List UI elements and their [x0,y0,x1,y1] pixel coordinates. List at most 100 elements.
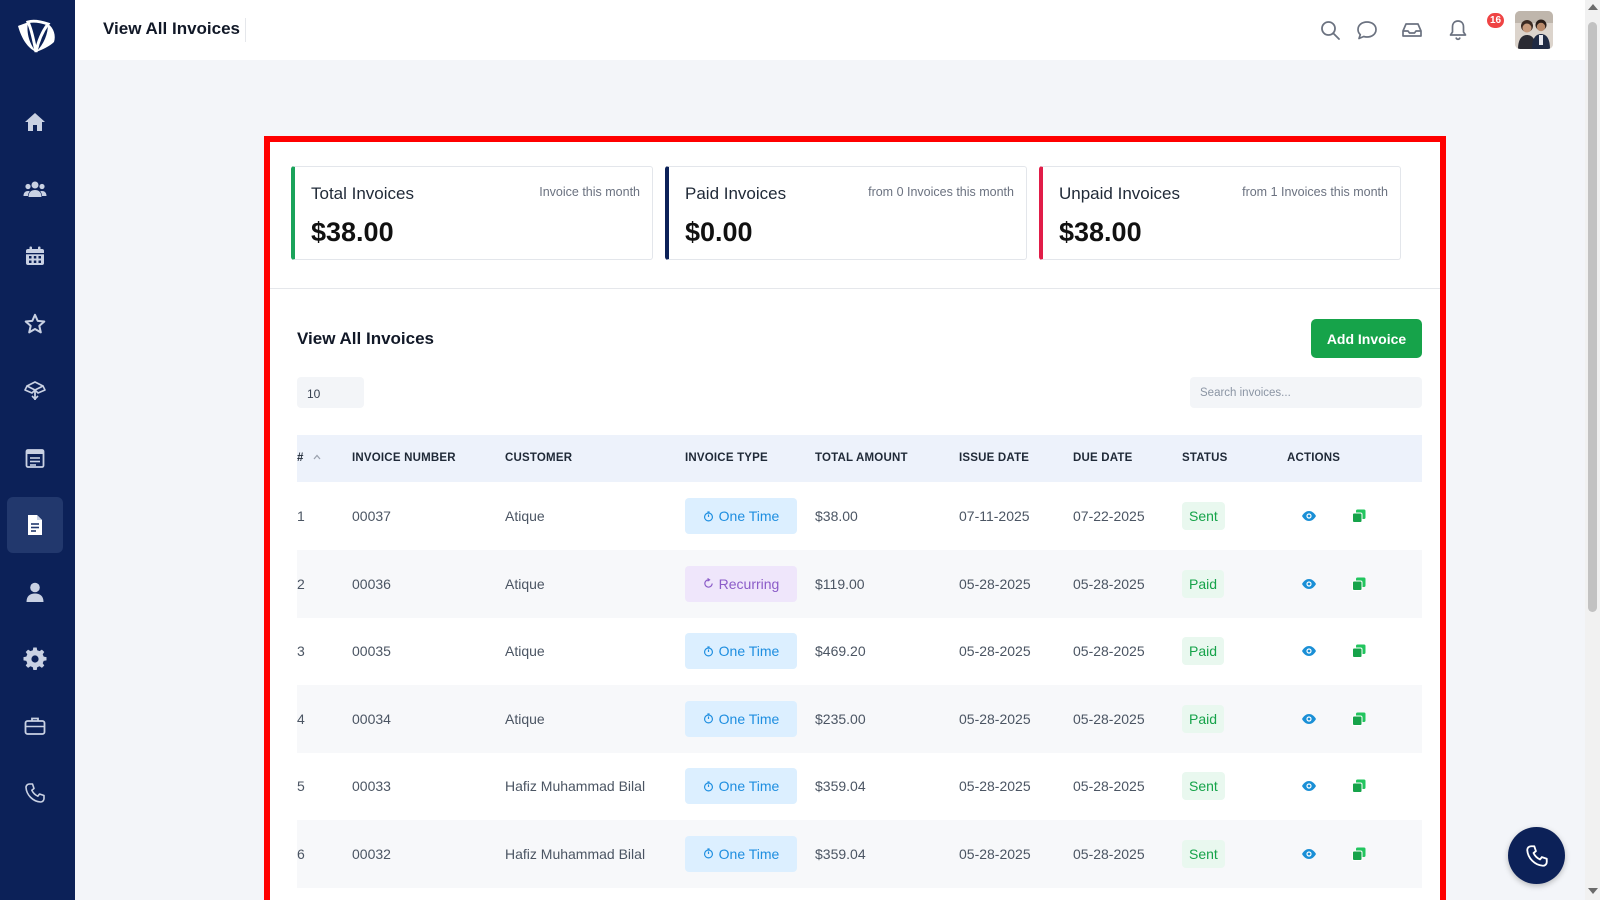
eye-icon [1301,713,1317,731]
call-button[interactable] [1508,827,1565,884]
row-number: 2 [297,575,305,592]
view-invoice-button[interactable] [1301,778,1317,794]
duplicate-invoice-button[interactable] [1351,508,1367,524]
stopwatch-icon [703,713,714,724]
view-invoice-button[interactable] [1301,576,1317,592]
status-badge: Paid [1182,704,1225,733]
stat-card-total: Total Invoices Invoice this month $38.00 [291,166,653,260]
status-badge: Sent [1182,839,1225,868]
issue-date: 05-28-2025 [959,643,1031,659]
duplicate-invoice-button[interactable] [1351,643,1367,659]
nav-users[interactable] [7,161,63,217]
copy-icon [1351,847,1367,866]
total-amount: $359.04 [815,845,866,862]
stopwatch-icon [703,848,714,859]
user-icon [26,582,44,602]
issue-date: 05-28-2025 [959,845,1031,862]
stat-value: $38.00 [311,217,394,247]
nav-home[interactable] [7,94,63,150]
copy-icon [1351,509,1367,528]
table-row[interactable]: 2 00036 Atique Recurring $119.00 05-28-2025 05… [297,549,1422,618]
user-avatar[interactable] [1515,11,1553,49]
customer-name: Hafiz Muhammad Bilal [505,778,646,794]
nav-jobs[interactable] [7,698,63,754]
duplicate-invoice-button[interactable] [1351,778,1367,794]
column-header-status[interactable]: STATUS [1182,452,1228,464]
due-date: 05-28-2025 [1073,710,1145,727]
total-amount: $235.00 [815,710,866,727]
customer-name: Atique [505,643,545,659]
table-row[interactable]: 6 00032 Hafiz Muhammad Bilal One Time $359.0… [297,819,1422,888]
duplicate-invoice-button[interactable] [1351,576,1367,592]
search-button[interactable] [1318,18,1342,42]
recurring-icon [703,578,714,589]
row-number: 3 [297,643,305,659]
table-row[interactable]: 4 00034 Atique One Time $235.00 05-28-2025 05-… [297,684,1422,753]
customer-name: Atique [505,508,545,524]
invoice-number: 00032 [352,845,391,862]
scroll-up-arrow[interactable] [1588,4,1598,10]
view-invoice-button[interactable] [1301,508,1317,524]
sidebar [0,0,75,900]
status-badge: Sent [1182,502,1225,530]
column-header-number[interactable]: # [297,452,304,464]
row-number: 1 [297,508,305,524]
chat-button[interactable] [1355,18,1379,42]
column-header-total-amount[interactable]: TOTAL AMOUNT [815,452,908,464]
page-title: View All Invoices [103,19,241,38]
top-header: View All Invoices 16 [75,0,1585,60]
inbox-button[interactable] [1400,18,1424,42]
notifications-button[interactable] [1446,18,1470,42]
customer-name: Atique [505,575,545,592]
view-invoice-button[interactable] [1301,711,1317,727]
duplicate-invoice-button[interactable] [1351,846,1367,862]
avatar-photo [1515,11,1553,49]
duplicate-invoice-button[interactable] [1351,711,1367,727]
invoice-type-label: One Time [718,778,780,794]
table-row[interactable]: 5 00033 Hafiz Muhammad Bilal One Time $359.0… [297,752,1422,820]
eye-icon [1301,578,1317,596]
page-size-select[interactable]: 10 [297,377,364,408]
issue-date: 05-28-2025 [959,575,1031,592]
eye-icon [1301,646,1317,663]
nav-products[interactable] [7,363,63,419]
total-amount: $38.00 [815,508,858,524]
invoice-number: 00034 [352,710,391,727]
nav-schedule[interactable] [7,430,63,486]
view-invoice-button[interactable] [1301,846,1317,862]
column-header-customer[interactable]: CUSTOMER [505,452,573,464]
row-number: 5 [297,778,305,794]
page-scrollbar[interactable] [1585,0,1600,900]
table-row[interactable]: 3 00035 Atique One Time $469.20 05-28-2025 05-… [297,617,1422,685]
column-header-invoice-number[interactable]: INVOICE NUMBER [352,452,456,464]
column-header-invoice-type[interactable]: INVOICE TYPE [685,452,768,464]
add-invoice-button[interactable]: Add Invoice [1311,319,1422,358]
sort-asc-icon[interactable] [313,453,321,461]
nav-invoices[interactable] [7,497,63,553]
column-header-issue-date[interactable]: ISSUE DATE [959,452,1030,464]
nav-profile[interactable] [7,564,63,620]
column-header-due-date[interactable]: DUE DATE [1073,452,1133,464]
nav-settings[interactable] [7,631,63,687]
nav-calendar[interactable] [7,228,63,284]
home-icon [25,113,45,131]
scroll-thumb[interactable] [1588,22,1597,612]
brand-logo[interactable] [14,16,60,56]
issue-date: 07-11-2025 [959,508,1030,524]
customer-name: Hafiz Muhammad Bilal [505,845,646,862]
nav-calls[interactable] [7,765,63,821]
schedule-icon [25,449,45,468]
nav-favorites[interactable] [7,296,63,352]
scroll-down-arrow[interactable] [1588,888,1598,894]
view-invoice-button[interactable] [1301,643,1317,659]
total-amount: $359.04 [815,778,866,794]
inbox-icon [1402,23,1422,37]
stat-subtitle: Invoice this month [539,185,640,199]
stat-title: Total Invoices [311,184,414,203]
invoice-type-label: One Time [718,508,780,524]
star-icon [24,313,46,334]
table-row[interactable]: 1 00037 Atique One Time $38.00 07-11-2025 07-2… [297,482,1422,550]
copy-icon [1351,779,1367,798]
stopwatch-icon [703,510,714,522]
search-invoices-input[interactable] [1190,377,1422,408]
